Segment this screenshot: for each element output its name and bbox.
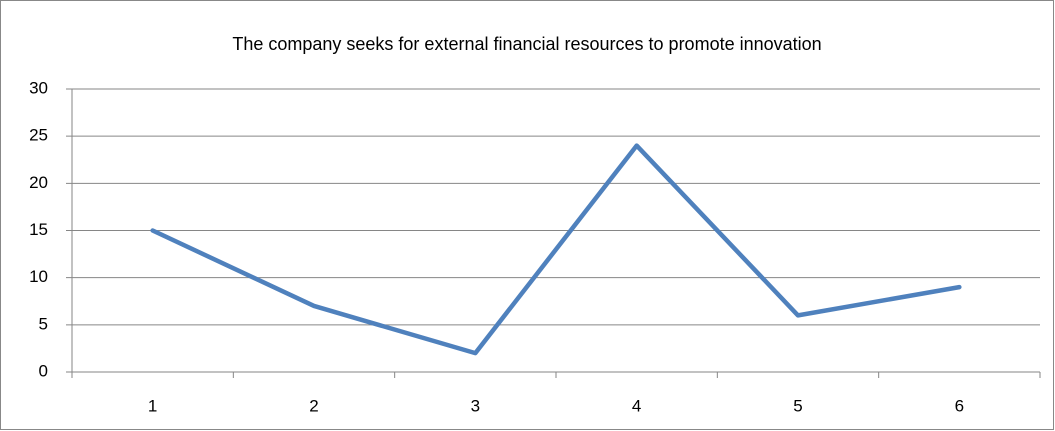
x-tick-label: 2 bbox=[309, 396, 318, 415]
y-tick-label: 0 bbox=[39, 361, 48, 380]
y-tick-label: 15 bbox=[29, 220, 48, 239]
x-tick-label: 1 bbox=[148, 396, 157, 415]
x-tick-label: 5 bbox=[793, 396, 802, 415]
y-tick-label: 5 bbox=[39, 314, 48, 333]
x-tick-label: 4 bbox=[632, 396, 641, 415]
y-tick-label: 30 bbox=[29, 78, 48, 97]
chart-title: The company seeks for external financial… bbox=[232, 34, 821, 54]
line-series bbox=[150, 143, 962, 356]
x-tick-label: 6 bbox=[955, 396, 964, 415]
y-tick-label: 10 bbox=[29, 267, 48, 286]
x-tick-label: 3 bbox=[471, 396, 480, 415]
y-tick-label: 25 bbox=[29, 126, 48, 145]
y-tick-label: 20 bbox=[29, 173, 48, 192]
